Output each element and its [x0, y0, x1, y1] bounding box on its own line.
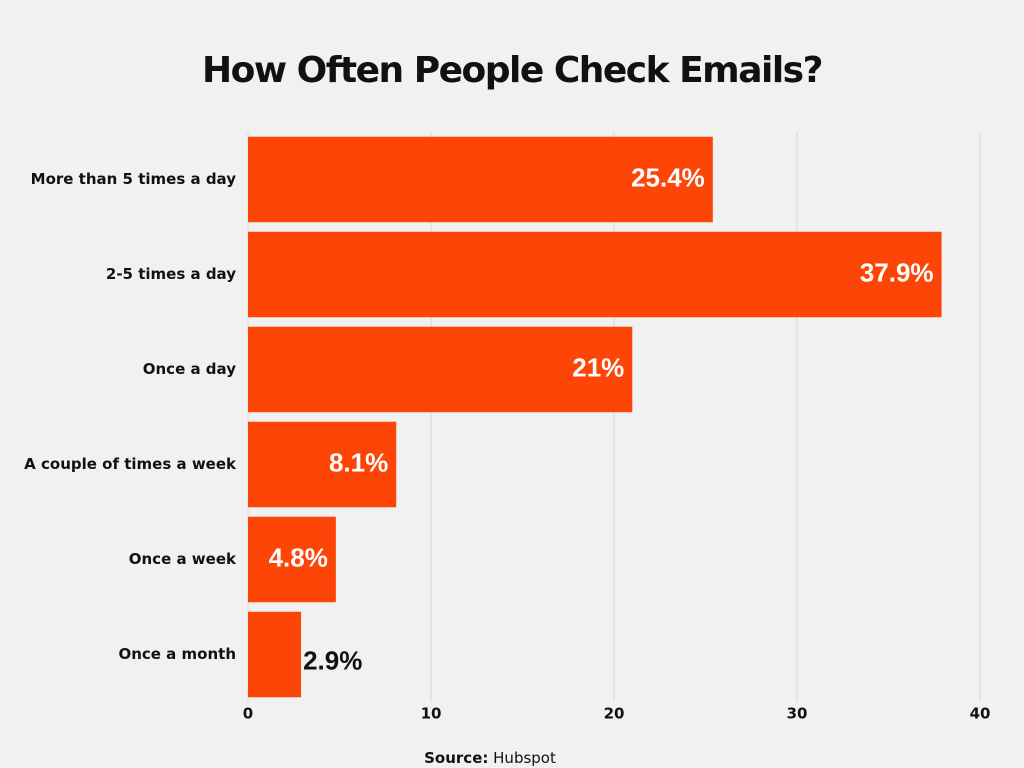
y-tick-label: Once a month — [118, 645, 236, 663]
source: Source: Hubspot — [424, 749, 556, 767]
bar — [248, 231, 942, 318]
source-label: Source: — [424, 749, 488, 767]
x-tick-label: 10 — [421, 705, 442, 723]
y-tick-label: Once a day — [143, 360, 236, 378]
value-label: 25.4% — [631, 162, 705, 192]
chart-title: How Often People Check Emails? — [202, 50, 822, 91]
y-tick-label: Once a week — [129, 550, 237, 568]
x-tick-label: 40 — [970, 705, 991, 723]
y-tick-label: A couple of times a week — [24, 455, 237, 473]
x-tick-label: 30 — [787, 705, 808, 723]
y-tick-label: More than 5 times a day — [31, 170, 237, 188]
bar — [248, 516, 336, 603]
source-name: Hubspot — [493, 749, 556, 767]
bar — [248, 136, 713, 223]
x-tick-label: 20 — [604, 705, 625, 723]
value-label: 8.1% — [329, 447, 388, 477]
value-label: 37.9% — [860, 257, 934, 287]
y-tick-label: 2-5 times a day — [106, 265, 236, 283]
value-label: 4.8% — [269, 542, 328, 572]
value-label: 21% — [572, 352, 624, 382]
bar — [248, 421, 397, 508]
bar — [248, 611, 302, 698]
bar — [248, 326, 633, 413]
x-tick-label: 0 — [243, 705, 253, 723]
value-label: 2.9% — [303, 645, 362, 675]
